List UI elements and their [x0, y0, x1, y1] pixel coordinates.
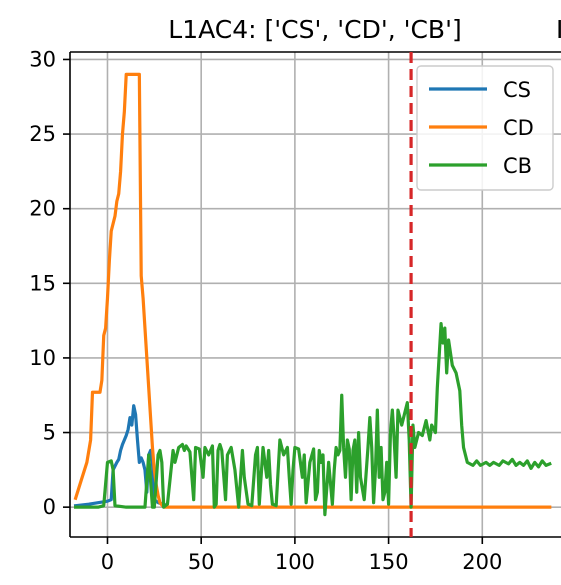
- y-tick-label: 25: [29, 122, 56, 146]
- y-tick-label: 30: [29, 47, 56, 71]
- legend-label-cd: CD: [503, 116, 534, 140]
- tick-labels: 0 50 100 150 200 0 5 10 15 20 25 30: [29, 47, 502, 574]
- chart-title: L1AC4: ['CS', 'CD', 'CB']: [168, 15, 461, 44]
- y-tick-label: 0: [43, 495, 56, 519]
- series-line-cd: [73, 72, 552, 509]
- y-tick-label: 15: [29, 271, 56, 295]
- x-tick-label: 150: [369, 550, 409, 574]
- series-line-cb: [74, 322, 552, 517]
- plot-area: [73, 52, 552, 537]
- legend-label-cb: CB: [503, 154, 532, 178]
- chart-title-cut-text: I: [556, 15, 561, 44]
- legend-label-cs: CS: [503, 78, 531, 102]
- y-tick-label: 5: [43, 421, 56, 445]
- y-tick-label: 10: [29, 346, 56, 370]
- legend: CS CD CB: [416, 65, 554, 191]
- x-tick-label: 0: [101, 550, 114, 574]
- x-tick-label: 200: [462, 550, 502, 574]
- axes: [63, 51, 561, 544]
- x-tick-label: 50: [188, 550, 215, 574]
- y-tick-label: 20: [29, 197, 56, 221]
- x-tick-label: 100: [275, 550, 315, 574]
